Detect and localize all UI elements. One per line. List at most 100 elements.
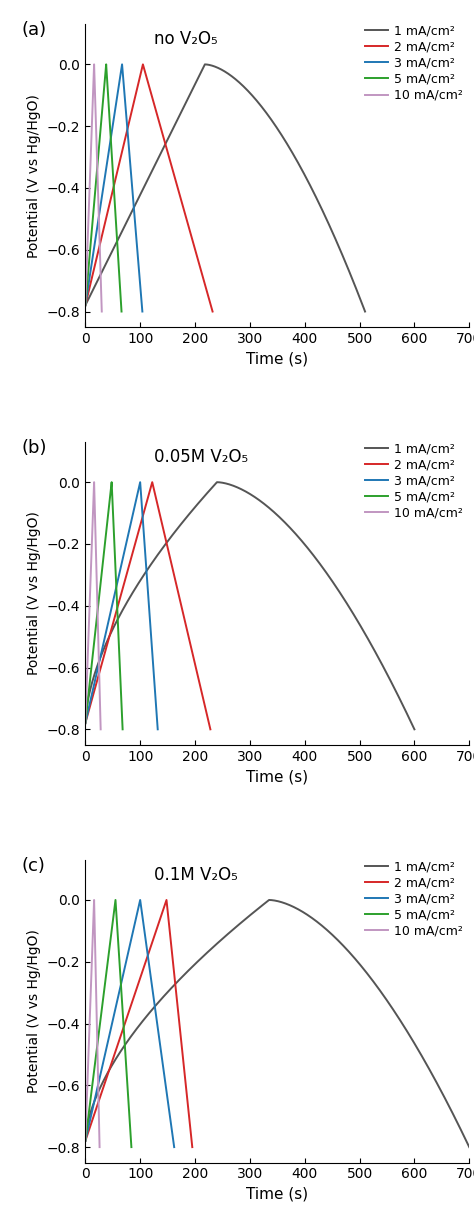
10 mA/cm²	[97, 235, 102, 249]
10 mA/cm²	[82, 295, 88, 310]
1 mA/cm²	[173, 976, 178, 991]
2 mA/cm²	[181, 1055, 186, 1069]
X-axis label: Time (s): Time (s)	[246, 351, 309, 367]
5 mA/cm²	[123, 1055, 129, 1069]
3 mA/cm²	[136, 481, 142, 495]
5 mA/cm²	[116, 637, 122, 652]
3 mA/cm²	[150, 653, 155, 667]
10 mA/cm²	[99, 304, 105, 318]
1 mA/cm²	[343, 595, 349, 609]
Line: 10 mA/cm²: 10 mA/cm²	[85, 900, 100, 1147]
3 mA/cm²	[83, 1131, 89, 1146]
5 mA/cm²	[116, 948, 122, 963]
Y-axis label: Potential (V vs Hg/HgO): Potential (V vs Hg/HgO)	[27, 93, 41, 258]
5 mA/cm²	[83, 713, 89, 728]
1 mA/cm²	[199, 63, 205, 78]
10 mA/cm²	[96, 653, 102, 667]
Line: 2 mA/cm²: 2 mA/cm²	[85, 64, 212, 311]
Text: no V₂O₅: no V₂O₅	[155, 30, 218, 48]
3 mA/cm²	[171, 1140, 177, 1154]
1 mA/cm²	[141, 179, 147, 194]
2 mA/cm²	[83, 295, 89, 310]
2 mA/cm²	[162, 899, 167, 913]
10 mA/cm²	[91, 899, 97, 913]
5 mA/cm²	[113, 219, 119, 234]
3 mA/cm²	[82, 1133, 88, 1148]
1 mA/cm²	[411, 722, 417, 736]
1 mA/cm²	[311, 912, 317, 926]
3 mA/cm²	[136, 899, 142, 913]
5 mA/cm²	[113, 893, 118, 907]
2 mA/cm²	[82, 716, 88, 730]
10 mA/cm²	[96, 637, 101, 652]
10 mA/cm²	[82, 1133, 88, 1148]
Line: 3 mA/cm²: 3 mA/cm²	[85, 900, 174, 1147]
10 mA/cm²	[91, 57, 97, 71]
3 mA/cm²	[82, 298, 88, 312]
1 mA/cm²	[317, 199, 323, 213]
Line: 5 mA/cm²: 5 mA/cm²	[85, 900, 131, 1147]
5 mA/cm²	[93, 179, 99, 194]
1 mA/cm²	[466, 1140, 472, 1154]
2 mA/cm²	[115, 597, 121, 612]
5 mA/cm²	[120, 722, 126, 736]
2 mA/cm²	[190, 1140, 195, 1154]
10 mA/cm²	[92, 948, 98, 963]
2 mA/cm²	[138, 63, 144, 78]
3 mA/cm²	[119, 57, 125, 71]
5 mA/cm²	[82, 1133, 88, 1148]
X-axis label: Time (s): Time (s)	[246, 769, 309, 785]
5 mA/cm²	[103, 63, 109, 78]
1 mA/cm²	[82, 298, 88, 312]
10 mA/cm²	[82, 713, 88, 728]
5 mA/cm²	[97, 1015, 103, 1029]
1 mA/cm²	[84, 295, 90, 310]
10 mA/cm²	[87, 597, 92, 612]
1 mA/cm²	[84, 701, 90, 716]
5 mA/cm²	[118, 304, 124, 318]
10 mA/cm²	[97, 1140, 102, 1154]
3 mA/cm²	[137, 893, 143, 907]
3 mA/cm²	[83, 295, 89, 310]
Y-axis label: Potential (V vs Hg/HgO): Potential (V vs Hg/HgO)	[27, 929, 41, 1094]
5 mA/cm²	[109, 475, 115, 489]
5 mA/cm²	[95, 597, 101, 612]
Line: 3 mA/cm²: 3 mA/cm²	[85, 482, 158, 729]
2 mA/cm²	[163, 530, 168, 545]
2 mA/cm²	[82, 298, 88, 312]
3 mA/cm²	[109, 597, 115, 612]
10 mA/cm²	[91, 475, 97, 489]
2 mA/cm²	[191, 653, 197, 667]
2 mA/cm²	[83, 1131, 89, 1146]
3 mA/cm²	[141, 530, 147, 545]
1 mA/cm²	[238, 76, 244, 91]
5 mA/cm²	[111, 530, 117, 545]
1 mA/cm²	[82, 716, 88, 730]
2 mA/cm²	[182, 1071, 188, 1085]
1 mA/cm²	[84, 1119, 90, 1133]
2 mA/cm²	[140, 57, 146, 71]
Text: (a): (a)	[22, 22, 47, 39]
5 mA/cm²	[108, 481, 114, 495]
Line: 1 mA/cm²: 1 mA/cm²	[85, 64, 365, 311]
1 mA/cm²	[147, 558, 153, 573]
2 mA/cm²	[122, 1015, 128, 1029]
10 mA/cm²	[87, 179, 92, 194]
2 mA/cm²	[208, 722, 213, 736]
10 mA/cm²	[96, 219, 102, 234]
10 mA/cm²	[93, 530, 99, 545]
3 mA/cm²	[82, 716, 88, 730]
1 mA/cm²	[356, 616, 362, 631]
10 mA/cm²	[98, 722, 103, 736]
2 mA/cm²	[148, 481, 154, 495]
1 mA/cm²	[410, 1034, 416, 1049]
3 mA/cm²	[100, 179, 106, 194]
1 mA/cm²	[202, 57, 208, 71]
1 mA/cm²	[262, 896, 267, 911]
10 mA/cm²	[91, 481, 97, 495]
1 mA/cm²	[214, 475, 220, 489]
Line: 1 mA/cm²: 1 mA/cm²	[85, 482, 414, 729]
2 mA/cm²	[83, 713, 89, 728]
5 mA/cm²	[112, 899, 118, 913]
Text: (b): (b)	[22, 440, 47, 457]
